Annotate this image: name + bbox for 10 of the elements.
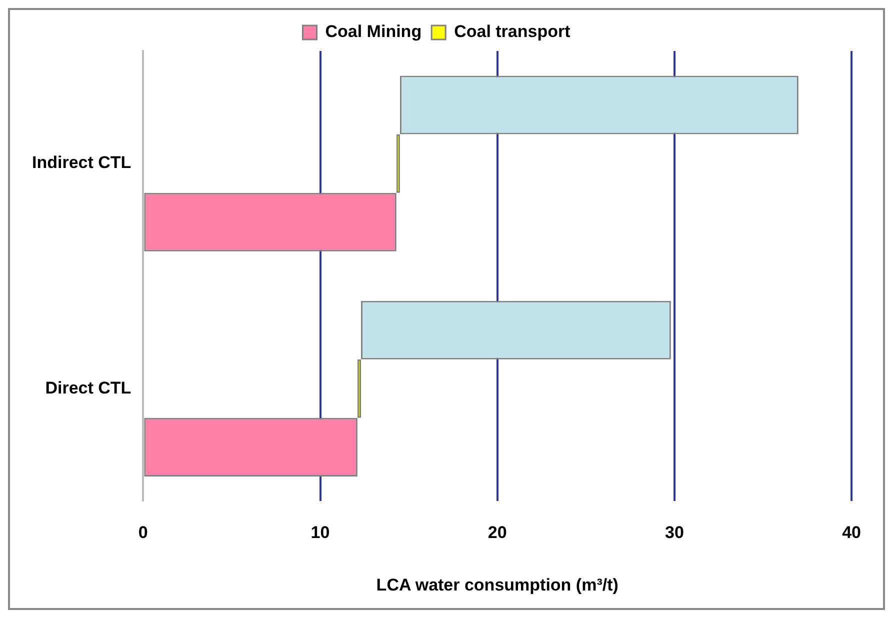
- x-tick-label: 40: [842, 523, 862, 542]
- x-tick-label: 20: [488, 523, 507, 542]
- legend-label: Coal Mining: [325, 22, 422, 42]
- legend-label: Coal transport: [454, 22, 571, 42]
- y-tick-label: Indirect CTL: [32, 153, 132, 172]
- x-tick-label: 30: [664, 523, 684, 542]
- x-axis-title: LCA water consumption (m³/t): [376, 575, 618, 594]
- x-tick-label: 0: [138, 523, 148, 542]
- x-tick-label: 10: [310, 523, 330, 542]
- y-tick-label: Direct CTL: [45, 378, 132, 398]
